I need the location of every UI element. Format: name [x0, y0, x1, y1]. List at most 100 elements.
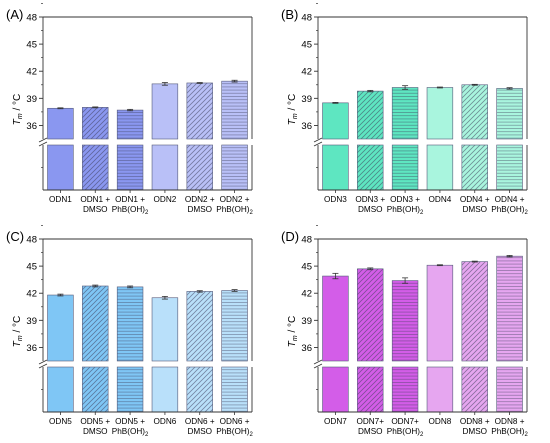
category-label: ODN7+ DMSO: [356, 417, 384, 436]
bar: [221, 80, 248, 140]
axis-break-gap: [319, 361, 526, 367]
bar-lower: [391, 144, 419, 191]
y-tick-label: 36: [301, 121, 312, 132]
bar-lower: [426, 144, 454, 191]
panel-label: (D): [281, 229, 299, 244]
axis-break-gap: [44, 139, 251, 145]
category-label: ODN6: [154, 417, 177, 426]
category-label: ODN7: [324, 417, 347, 426]
bar: [496, 255, 523, 362]
axis-break-gap: [44, 361, 251, 367]
bar-lower: [151, 366, 179, 413]
y-tick-label: 45: [301, 40, 312, 51]
y-tick-label: 42: [26, 289, 37, 300]
panel-label: (B): [281, 7, 298, 22]
y-tick-label: 39: [26, 316, 37, 327]
y-axis-label: Tm / °C: [287, 94, 299, 126]
y-tick-label: 45: [26, 40, 37, 51]
bar-lower: [151, 144, 179, 191]
bar: [186, 82, 213, 140]
bar-lower: [47, 144, 74, 191]
bar-lower: [116, 366, 144, 413]
category-label: ODN4: [429, 195, 452, 204]
category-label: ODN6 + PhB(OH)2: [216, 417, 253, 438]
axis-break-mark: [313, 363, 323, 369]
category-label: ODN8 + DMSO: [460, 417, 490, 436]
category-label: ODN4 + PhB(OH)2: [491, 195, 528, 216]
category-label: ODN1 + DMSO: [80, 195, 110, 214]
bar-lower: [391, 366, 419, 413]
category-label: ODN7+ PhB(OH)2: [387, 417, 424, 438]
y-tick-label: 36: [301, 343, 312, 354]
y-tick-label: 48: [301, 13, 312, 24]
bar: [426, 264, 454, 362]
category-label: ODN2: [154, 195, 177, 204]
y-tick-label: 48: [26, 235, 37, 246]
bar-lower: [461, 144, 488, 191]
category-label: ODN5: [49, 417, 72, 426]
y-tick-label: 39: [301, 316, 312, 327]
category-label: ODN1 + PhB(OH)2: [112, 195, 149, 216]
bar-lower: [357, 144, 384, 191]
bar: [426, 87, 454, 140]
bar-lower: [357, 366, 384, 413]
y-tick-label: 45: [301, 262, 312, 273]
bar-lower: [186, 366, 213, 413]
bar: [322, 102, 349, 140]
axis-break-mark: [38, 363, 48, 369]
bar: [357, 90, 384, 140]
panel-label: (C): [6, 229, 24, 244]
category-label: ODN5 + DMSO: [80, 417, 110, 436]
axis-break-mark: [38, 359, 48, 365]
y-tick-label: 48: [26, 13, 37, 24]
category-label: ODN8 + PhB(OH)2: [491, 417, 528, 438]
bar: [496, 88, 523, 140]
bar: [391, 87, 419, 140]
bar-lower: [461, 366, 488, 413]
axis-break-mark: [313, 137, 323, 143]
axis-break-mark: [313, 141, 323, 147]
category-label: ODN5 + PhB(OH)2: [112, 417, 149, 438]
bar: [47, 107, 74, 140]
bar: [221, 290, 248, 362]
bar-lower: [116, 144, 144, 191]
category-label: ODN2 + PhB(OH)2: [216, 195, 253, 216]
y-axis-label: Tm / °C: [287, 316, 299, 348]
category-label: ODN6 + DMSO: [185, 417, 215, 436]
axis-break-gap: [319, 139, 526, 145]
category-label: ODN8: [429, 417, 452, 426]
bar: [82, 107, 109, 140]
bar: [461, 84, 488, 140]
y-axis-label: Tm / °C: [12, 316, 24, 348]
axis-break-mark: [313, 359, 323, 365]
bar: [116, 286, 144, 362]
bar-lower: [221, 366, 248, 413]
y-tick-label: 39: [301, 94, 312, 105]
bar-lower: [322, 366, 349, 413]
y-tick-label: 48: [301, 235, 312, 246]
axis-break-mark: [38, 137, 48, 143]
bar-lower: [221, 144, 248, 191]
y-tick-label: 36: [26, 121, 37, 132]
y-tick-label: 36: [26, 343, 37, 354]
bar: [116, 109, 144, 140]
bar: [461, 261, 488, 362]
y-tick-label: 45: [26, 262, 37, 273]
bar-lower: [186, 144, 213, 191]
bar: [82, 285, 109, 362]
y-tick-label: 39: [26, 94, 37, 105]
category-label: ODN3: [324, 195, 347, 204]
bar: [151, 297, 179, 362]
bar-lower: [426, 366, 454, 413]
bar: [391, 280, 419, 362]
bar: [322, 275, 349, 362]
panel-label: (A): [6, 7, 23, 22]
category-label: ODN1: [49, 195, 72, 204]
bar-lower: [496, 144, 523, 191]
category-label: ODN4 + DMSO: [460, 195, 490, 214]
